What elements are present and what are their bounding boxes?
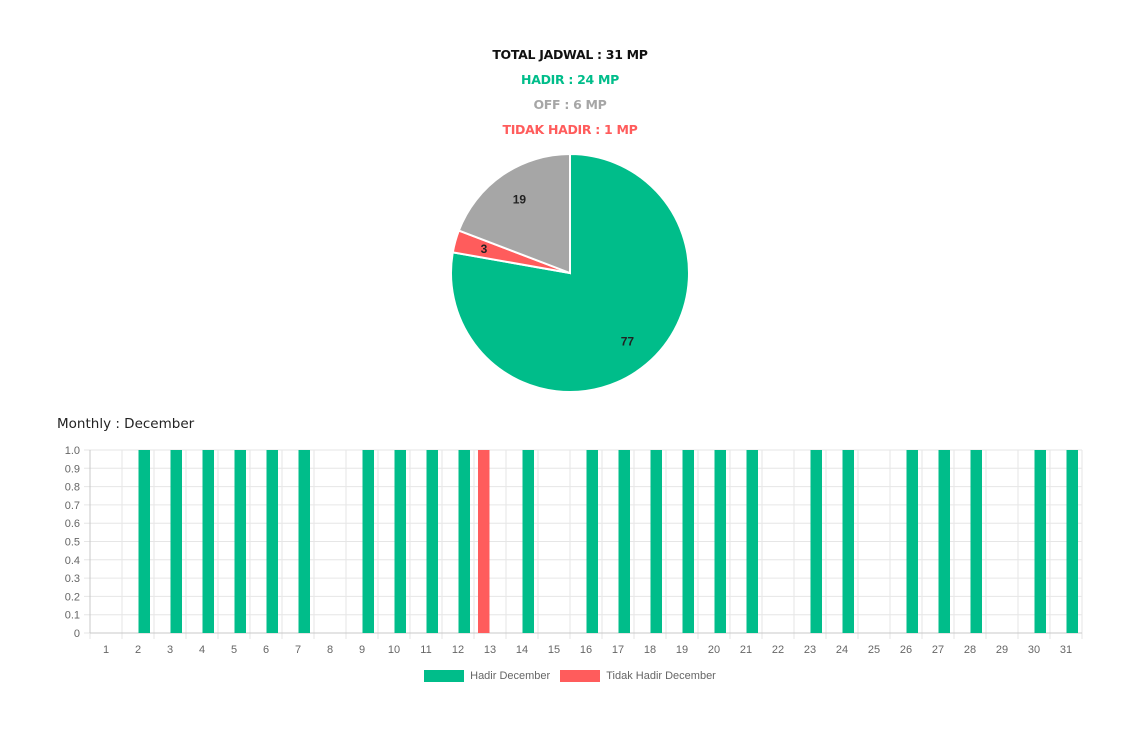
x-tick-label: 8: [327, 644, 333, 656]
bar-hadir[interactable]: [362, 450, 375, 633]
x-tick-label: 26: [900, 644, 912, 656]
y-tick-label: 0.4: [65, 555, 80, 567]
bar-hadir[interactable]: [426, 450, 439, 633]
pie-slice-label-0: 77: [621, 334, 635, 348]
bar-hadir[interactable]: [234, 450, 247, 633]
bar-hadir[interactable]: [714, 450, 727, 633]
y-tick-label: 0.3: [65, 573, 80, 585]
bar-tidak-hadir[interactable]: [478, 450, 490, 633]
y-tick-label: 1.0: [65, 445, 80, 457]
x-tick-label: 24: [836, 644, 848, 656]
off-count-text: OFF : 6 MP: [533, 97, 607, 112]
x-tick-label: 29: [996, 644, 1008, 656]
bar-hadir[interactable]: [938, 450, 951, 633]
bar-legend: Hadir December Tidak Hadir December: [0, 670, 1140, 682]
x-tick-label: 6: [263, 644, 269, 656]
x-tick-label: 3: [167, 644, 173, 656]
pie-slice-label-1: 3: [481, 242, 488, 256]
bar-hadir[interactable]: [1034, 450, 1047, 633]
legend-label-tidak-hadir: Tidak Hadir December: [606, 670, 716, 682]
x-tick-label: 31: [1060, 644, 1072, 656]
x-tick-label: 9: [359, 644, 365, 656]
bar-hadir[interactable]: [1066, 450, 1079, 633]
x-tick-label: 13: [484, 644, 496, 656]
bar-hadir[interactable]: [682, 450, 695, 633]
bar-hadir[interactable]: [842, 450, 855, 633]
bar-hadir[interactable]: [970, 450, 983, 633]
bar-hadir[interactable]: [202, 450, 215, 633]
x-tick-label: 28: [964, 644, 976, 656]
attendance-pie-chart: 77 3 19: [450, 152, 690, 393]
bar-hadir[interactable]: [394, 450, 407, 633]
x-tick-label: 18: [644, 644, 656, 656]
bar-hadir[interactable]: [650, 450, 663, 633]
x-tick-label: 19: [676, 644, 688, 656]
monthly-title: Monthly : December: [57, 416, 195, 432]
y-tick-label: 0.1: [65, 610, 80, 622]
x-tick-label: 12: [452, 644, 464, 656]
y-tick-label: 0.2: [65, 591, 80, 603]
x-tick-label: 23: [804, 644, 816, 656]
legend-swatch-tidak-hadir: [560, 670, 601, 682]
x-tick-label: 11: [420, 644, 431, 656]
bar-hadir[interactable]: [138, 450, 151, 633]
x-tick-label: 21: [740, 644, 752, 656]
bar-hadir[interactable]: [458, 450, 471, 633]
x-tick-label: 15: [548, 644, 560, 656]
x-tick-label: 10: [388, 644, 400, 656]
bar-hadir[interactable]: [266, 450, 279, 633]
bar-hadir[interactable]: [810, 450, 823, 633]
bar-hadir[interactable]: [746, 450, 759, 633]
total-schedule-text: TOTAL JADWAL : 31 MP: [492, 47, 648, 62]
legend-item-tidak-hadir[interactable]: Tidak Hadir December: [560, 670, 716, 682]
x-tick-label: 27: [932, 644, 944, 656]
y-tick-label: 0.6: [65, 518, 80, 530]
x-tick-label: 25: [868, 644, 880, 656]
y-tick-label: 0: [74, 628, 80, 640]
y-tick-label: 0.9: [65, 463, 80, 475]
attendance-summary: TOTAL JADWAL : 31 MP HADIR : 24 MP OFF :…: [0, 42, 1140, 142]
x-tick-label: 30: [1028, 644, 1040, 656]
bar-hadir[interactable]: [906, 450, 919, 633]
x-tick-label: 5: [231, 644, 237, 656]
x-tick-label: 7: [295, 644, 301, 656]
bar-hadir[interactable]: [586, 450, 599, 633]
x-tick-label: 22: [772, 644, 784, 656]
y-tick-label: 0.7: [65, 500, 80, 512]
x-tick-label: 17: [612, 644, 624, 656]
y-tick-label: 0.8: [65, 482, 80, 494]
pie-slice-label-2: 19: [513, 192, 527, 206]
x-tick-label: 2: [135, 644, 141, 656]
pie-slice-2[interactable]: [457, 152, 571, 275]
bar-hadir[interactable]: [298, 450, 311, 633]
x-tick-label: 16: [580, 644, 592, 656]
pie-slice-0[interactable]: [450, 152, 690, 393]
legend-swatch-hadir: [424, 670, 465, 682]
legend-item-hadir[interactable]: Hadir December: [424, 670, 550, 682]
present-count-text: HADIR : 24 MP: [521, 72, 619, 87]
x-tick-label: 1: [103, 644, 109, 656]
legend-label-hadir: Hadir December: [470, 670, 551, 682]
bar-hadir[interactable]: [522, 450, 535, 633]
x-tick-label: 20: [708, 644, 720, 656]
bar-hadir[interactable]: [618, 450, 631, 633]
x-tick-label: 4: [199, 644, 205, 656]
bar-hadir[interactable]: [170, 450, 183, 633]
absent-count-text: TIDAK HADIR : 1 MP: [502, 122, 638, 137]
y-tick-label: 0.5: [65, 537, 80, 549]
x-tick-label: 14: [516, 644, 528, 656]
